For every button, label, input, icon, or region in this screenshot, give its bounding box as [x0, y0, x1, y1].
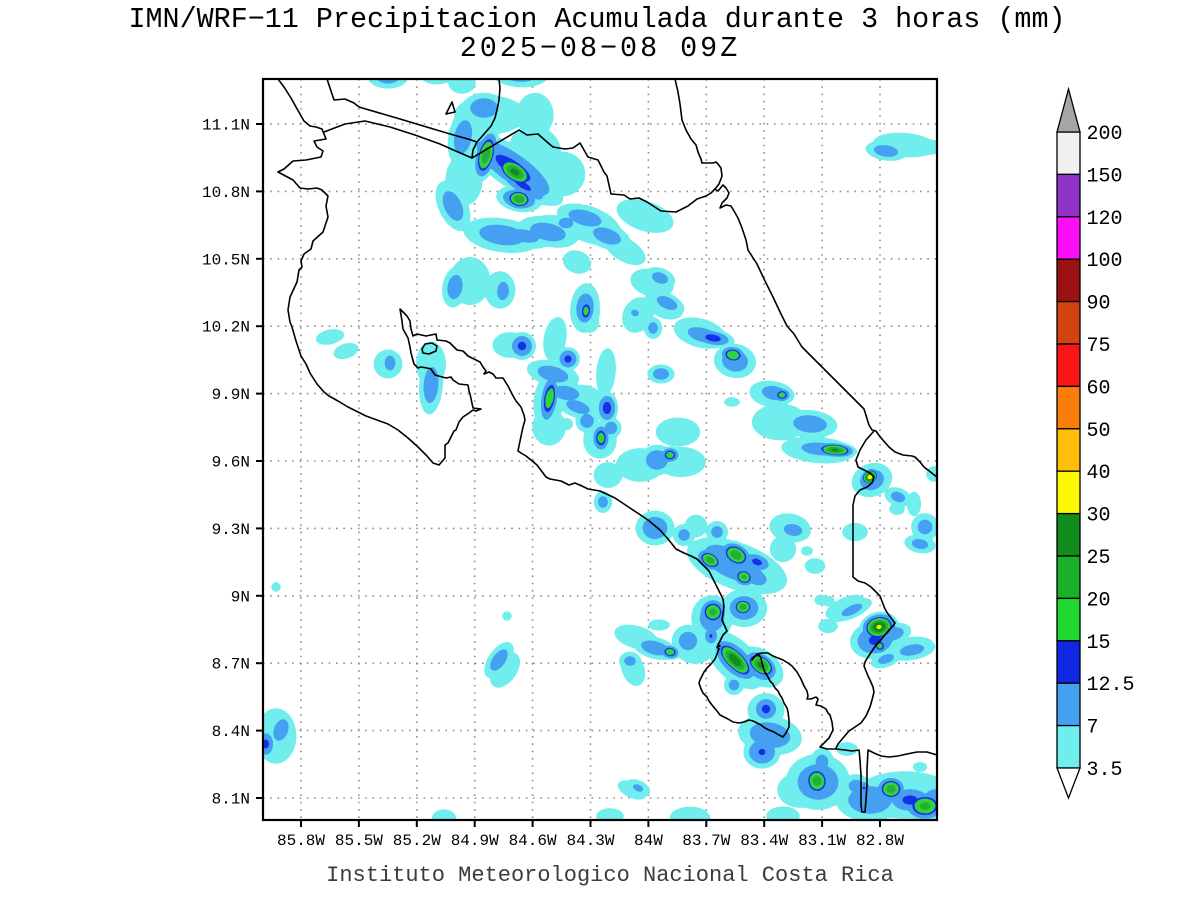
svg-text:83.7W: 83.7W: [682, 832, 730, 850]
svg-text:60: 60: [1087, 377, 1111, 400]
svg-text:30: 30: [1087, 505, 1111, 528]
svg-text:3.5: 3.5: [1087, 759, 1123, 782]
svg-text:82.8W: 82.8W: [856, 832, 904, 850]
svg-text:8.7N: 8.7N: [212, 656, 250, 674]
svg-text:9N: 9N: [231, 588, 250, 606]
svg-text:150: 150: [1087, 165, 1123, 188]
svg-text:83.1W: 83.1W: [798, 832, 846, 850]
svg-text:10.2N: 10.2N: [202, 319, 250, 337]
svg-text:7: 7: [1087, 717, 1099, 740]
svg-text:200: 200: [1087, 123, 1123, 146]
svg-text:85.8W: 85.8W: [277, 832, 325, 850]
svg-text:Instituto Meteorologico Nacion: Instituto Meteorologico Nacional Costa R…: [326, 863, 894, 888]
svg-text:2025−08−08 09Z: 2025−08−08 09Z: [460, 32, 741, 65]
svg-text:9.3N: 9.3N: [212, 521, 250, 539]
svg-text:84.6W: 84.6W: [509, 832, 557, 850]
svg-text:120: 120: [1087, 208, 1123, 231]
svg-text:9.9N: 9.9N: [212, 386, 250, 404]
svg-text:83.4W: 83.4W: [740, 832, 788, 850]
svg-text:84W: 84W: [634, 832, 663, 850]
svg-text:84.9W: 84.9W: [451, 832, 499, 850]
svg-text:10.5N: 10.5N: [202, 251, 250, 269]
svg-text:IMN/WRF−11 Precipitacion Acumu: IMN/WRF−11 Precipitacion Acumulada duran…: [128, 3, 1065, 36]
svg-text:40: 40: [1087, 462, 1111, 485]
svg-text:85.5W: 85.5W: [335, 832, 383, 850]
svg-text:8.1N: 8.1N: [212, 791, 250, 809]
svg-text:8.4N: 8.4N: [212, 723, 250, 741]
svg-text:85.2W: 85.2W: [393, 832, 441, 850]
svg-text:11.1N: 11.1N: [202, 117, 250, 135]
svg-text:9.6N: 9.6N: [212, 454, 250, 472]
svg-text:25: 25: [1087, 547, 1111, 570]
svg-text:100: 100: [1087, 250, 1123, 273]
svg-text:50: 50: [1087, 420, 1111, 443]
svg-text:90: 90: [1087, 293, 1111, 316]
svg-text:84.3W: 84.3W: [566, 832, 614, 850]
svg-text:20: 20: [1087, 589, 1111, 612]
svg-text:10.8N: 10.8N: [202, 184, 250, 202]
svg-text:15: 15: [1087, 632, 1111, 655]
svg-text:75: 75: [1087, 335, 1111, 358]
svg-text:12.5: 12.5: [1087, 674, 1135, 697]
